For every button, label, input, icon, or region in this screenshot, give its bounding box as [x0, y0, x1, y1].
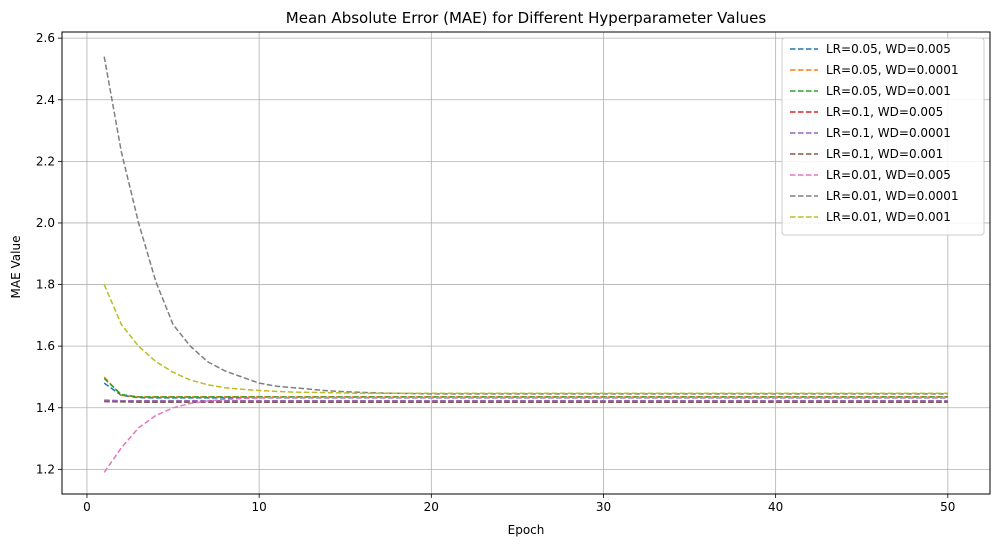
- legend-box: [781, 37, 985, 236]
- y-axis-ticks: 1.2 1.4 1.6 1.8 2.0 2.2 2.4 2.6: [36, 31, 62, 476]
- y-tick-label: 1.6: [36, 339, 55, 353]
- y-tick-label: 2.0: [36, 216, 55, 230]
- series-line: [104, 400, 948, 403]
- legend-label: LR=0.01, WD=0.0001: [826, 189, 959, 203]
- y-tick-label: 1.8: [36, 278, 55, 292]
- y-tick-label: 2.6: [36, 31, 55, 45]
- legend-label: LR=0.05, WD=0.001: [826, 84, 951, 98]
- x-tick-label: 10: [251, 500, 266, 514]
- series-line: [104, 399, 948, 402]
- legend-label: LR=0.05, WD=0.0001: [826, 63, 959, 77]
- legend-label: LR=0.1, WD=0.0001: [826, 126, 951, 140]
- x-tick-label: 30: [596, 500, 611, 514]
- legend-label: LR=0.1, WD=0.005: [826, 105, 943, 119]
- series-line: [103, 396, 948, 473]
- plot-area-frame: [61, 31, 991, 495]
- x-tick-label: 0: [83, 500, 91, 514]
- chart-title: Mean Absolute Error (MAE) for Different …: [286, 9, 767, 27]
- x-tick-label: 20: [424, 500, 439, 514]
- legend-label: LR=0.01, WD=0.001: [826, 210, 951, 224]
- x-tick-label: 50: [940, 500, 955, 514]
- x-tick-label: 40: [768, 500, 783, 514]
- series-line: [103, 284, 948, 395]
- y-tick-label: 1.2: [36, 462, 55, 476]
- y-tick-label: 1.4: [36, 401, 55, 415]
- y-tick-label: 2.2: [36, 154, 55, 168]
- legend: LR=0.05, WD=0.005 LR=0.05, WD=0.0001 LR=0.…: [781, 37, 985, 236]
- y-tick-label: 2.4: [36, 93, 55, 107]
- legend-label: LR=0.1, WD=0.001: [826, 147, 943, 161]
- legend-label: LR=0.05, WD=0.005: [826, 42, 951, 56]
- legend-label: LR=0.01, WD=0.005: [826, 168, 951, 182]
- series-line: [103, 56, 948, 395]
- x-axis-label: Epoch: [508, 523, 545, 537]
- y-axis-label: MAE Value: [9, 236, 23, 299]
- series-lines: [103, 56, 948, 473]
- x-axis-ticks: 0 10 20 30 40 50: [83, 494, 955, 514]
